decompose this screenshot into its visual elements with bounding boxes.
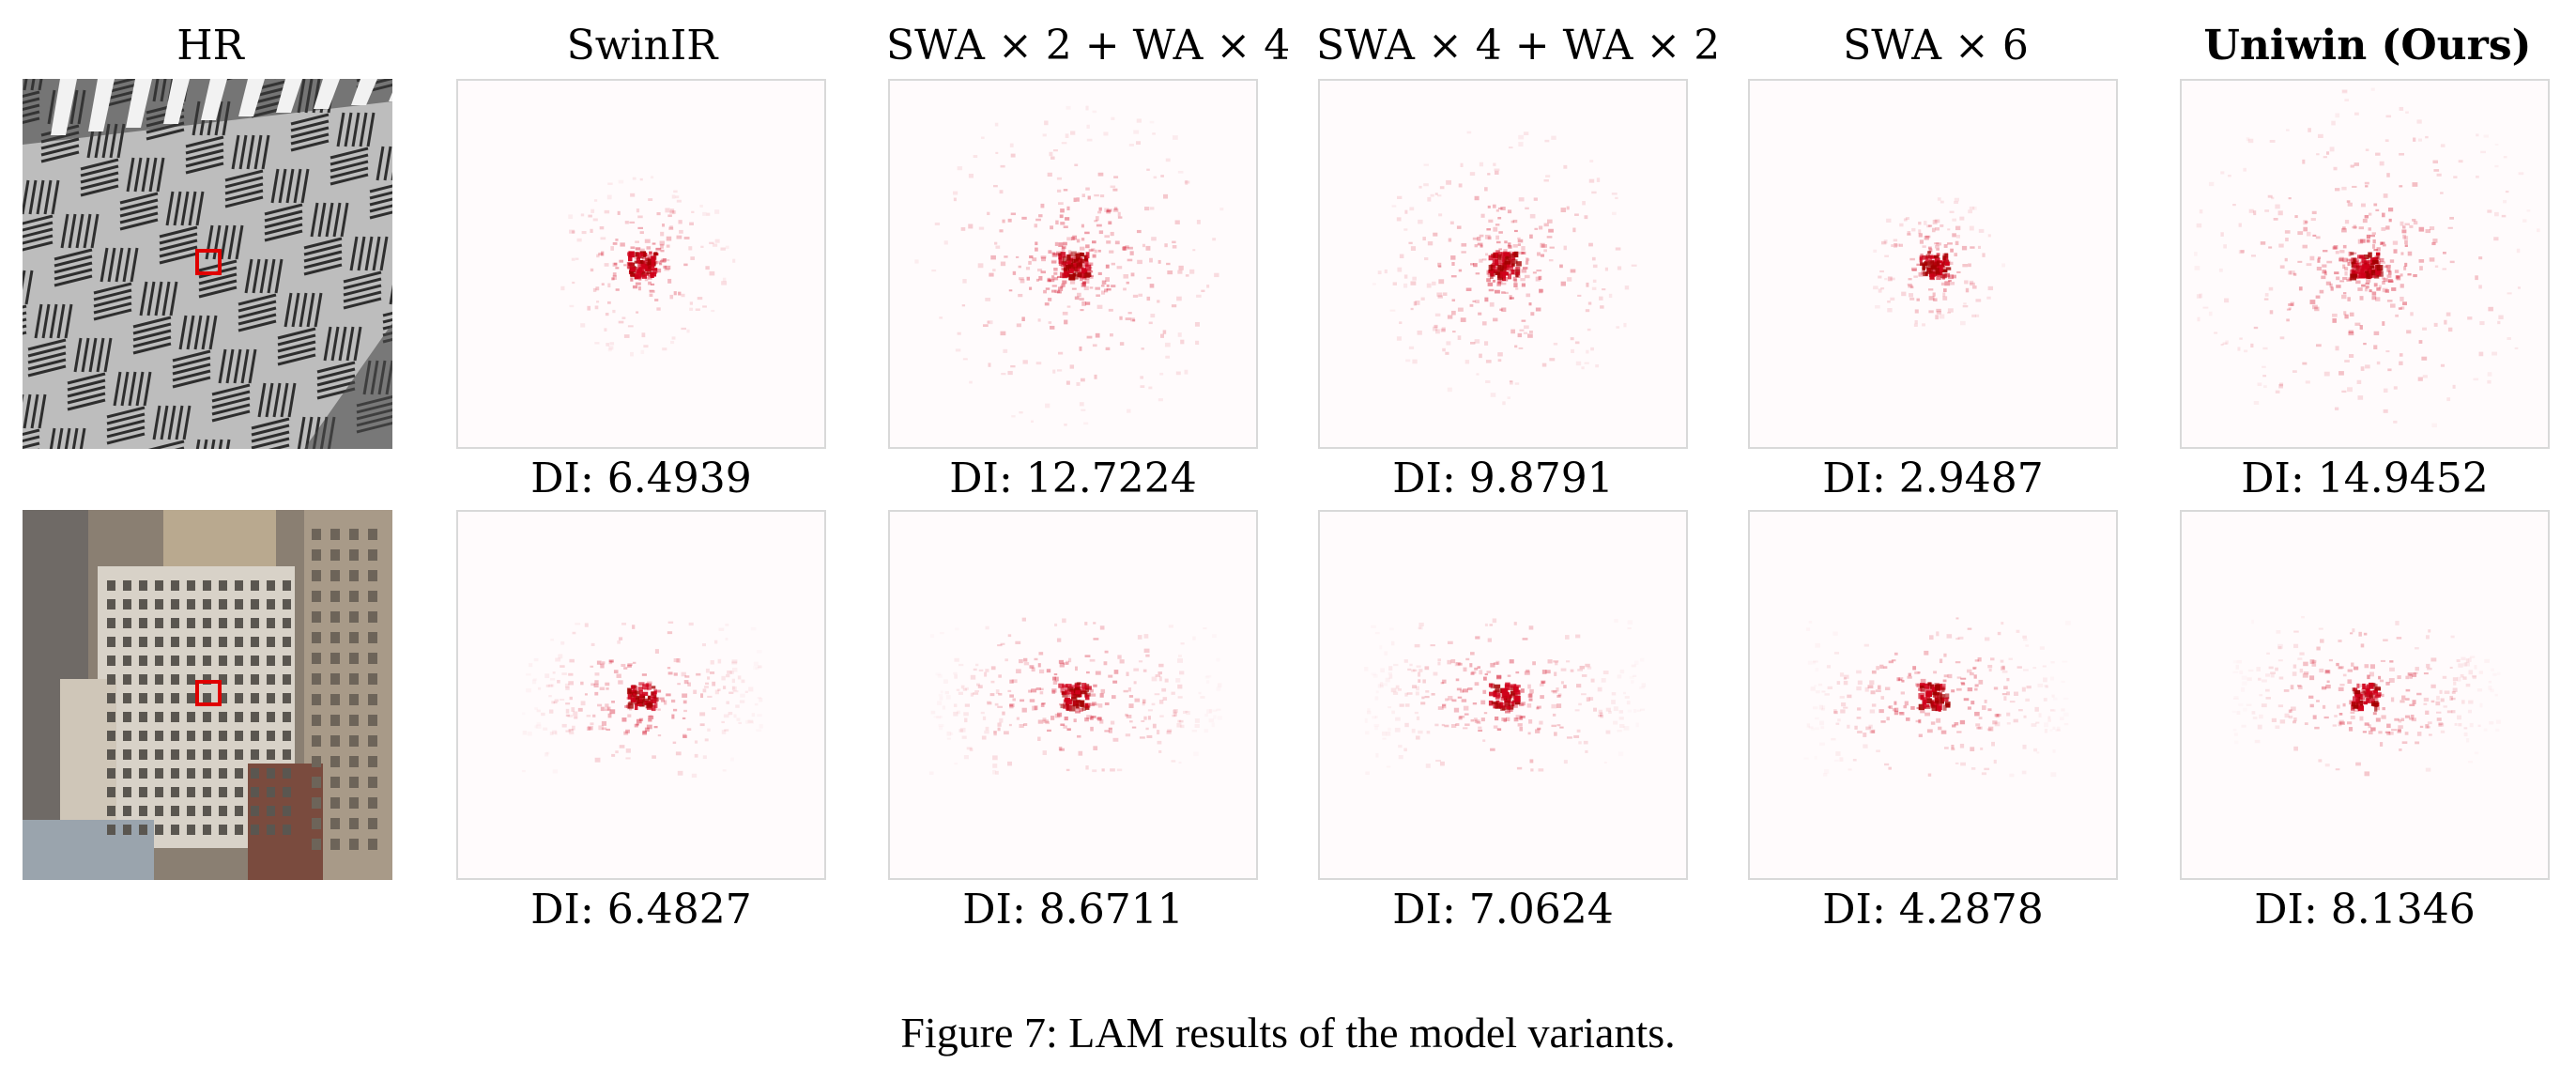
column-header-swa4-wa2: SWA × 4 + WA × 2 [1316, 22, 1721, 69]
hr-image-row1 [23, 79, 392, 449]
lam-map-uniwin-row2 [2180, 510, 2550, 880]
building-facade-photo [23, 79, 392, 449]
di-value: DI: 12.7224 [949, 455, 1197, 502]
di-value: DI: 2.9487 [1822, 455, 2044, 502]
hr-image-row2 [23, 510, 392, 880]
column-header-swa2-wa4: SWA × 2 + WA × 4 [886, 22, 1291, 69]
di-value: DI: 4.2878 [1822, 886, 2044, 933]
column-header-hr: HR [176, 22, 244, 69]
di-value: DI: 14.9452 [2241, 455, 2489, 502]
lam-map-uniwin-row1 [2180, 79, 2550, 449]
highlight-box [195, 249, 222, 275]
lam-map-swa4-wa2-row2 [1318, 510, 1688, 880]
lam-map-swa6-row2 [1748, 510, 2118, 880]
column-header-uniwin: Uniwin (Ours) [2203, 22, 2532, 69]
di-value: DI: 9.8791 [1392, 455, 1614, 502]
column-header-swa6: SWA × 6 [1843, 22, 2029, 69]
lam-map-swa2-wa4-row1 [888, 79, 1258, 449]
lam-map-swa2-wa4-row2 [888, 510, 1258, 880]
di-value: DI: 6.4827 [530, 886, 752, 933]
di-value: DI: 8.1346 [2254, 886, 2476, 933]
lam-map-swa4-wa2-row1 [1318, 79, 1688, 449]
figure-caption: Figure 7: LAM results of the model varia… [900, 1009, 1676, 1057]
lam-map-swinir-row1 [456, 79, 826, 449]
column-header-swinir: SwinIR [566, 22, 718, 69]
lam-map-swinir-row2 [456, 510, 826, 880]
di-value: DI: 8.6711 [962, 886, 1184, 933]
di-value: DI: 6.4939 [530, 455, 752, 502]
di-value: DI: 7.0624 [1392, 886, 1614, 933]
city-skyline-photo [23, 510, 392, 880]
highlight-box [195, 680, 222, 706]
lam-map-swa6-row1 [1748, 79, 2118, 449]
